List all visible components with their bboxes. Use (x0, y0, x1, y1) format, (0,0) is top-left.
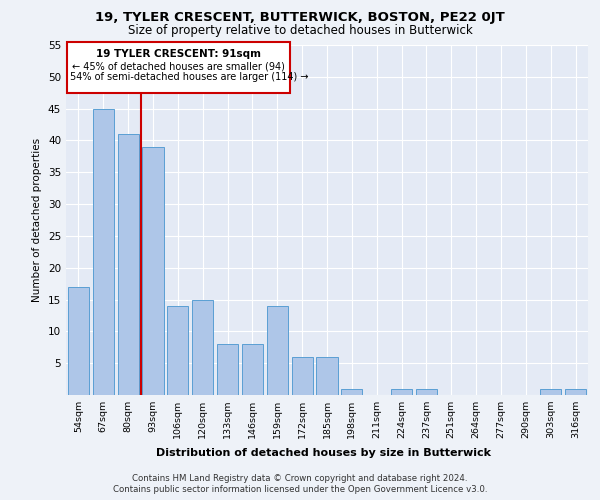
Text: Distribution of detached houses by size in Butterwick: Distribution of detached houses by size … (157, 448, 491, 458)
Text: 19 TYLER CRESCENT: 91sqm: 19 TYLER CRESCENT: 91sqm (96, 49, 261, 59)
Bar (316, 357, 338, 395)
Bar (217, 344, 238, 395)
Bar (267, 306, 288, 395)
Text: 54% of semi-detached houses are larger (114) →: 54% of semi-detached houses are larger (… (70, 72, 308, 82)
Bar (341, 388, 362, 395)
Bar (93, 108, 114, 395)
Bar (565, 388, 586, 395)
Bar (167, 306, 188, 395)
Bar (540, 388, 561, 395)
Y-axis label: Number of detached properties: Number of detached properties (32, 138, 43, 302)
Bar (242, 344, 263, 395)
Bar (292, 357, 313, 395)
Text: Size of property relative to detached houses in Butterwick: Size of property relative to detached ho… (128, 24, 472, 37)
Bar (142, 147, 164, 395)
Bar (192, 300, 213, 395)
FancyBboxPatch shape (67, 42, 290, 92)
Bar (118, 134, 139, 395)
Text: Contains HM Land Registry data © Crown copyright and database right 2024.
Contai: Contains HM Land Registry data © Crown c… (113, 474, 487, 494)
Bar (68, 287, 89, 395)
Text: ← 45% of detached houses are smaller (94): ← 45% of detached houses are smaller (94… (73, 61, 286, 71)
Text: 19, TYLER CRESCENT, BUTTERWICK, BOSTON, PE22 0JT: 19, TYLER CRESCENT, BUTTERWICK, BOSTON, … (95, 11, 505, 24)
Bar (391, 388, 412, 395)
Bar (416, 388, 437, 395)
